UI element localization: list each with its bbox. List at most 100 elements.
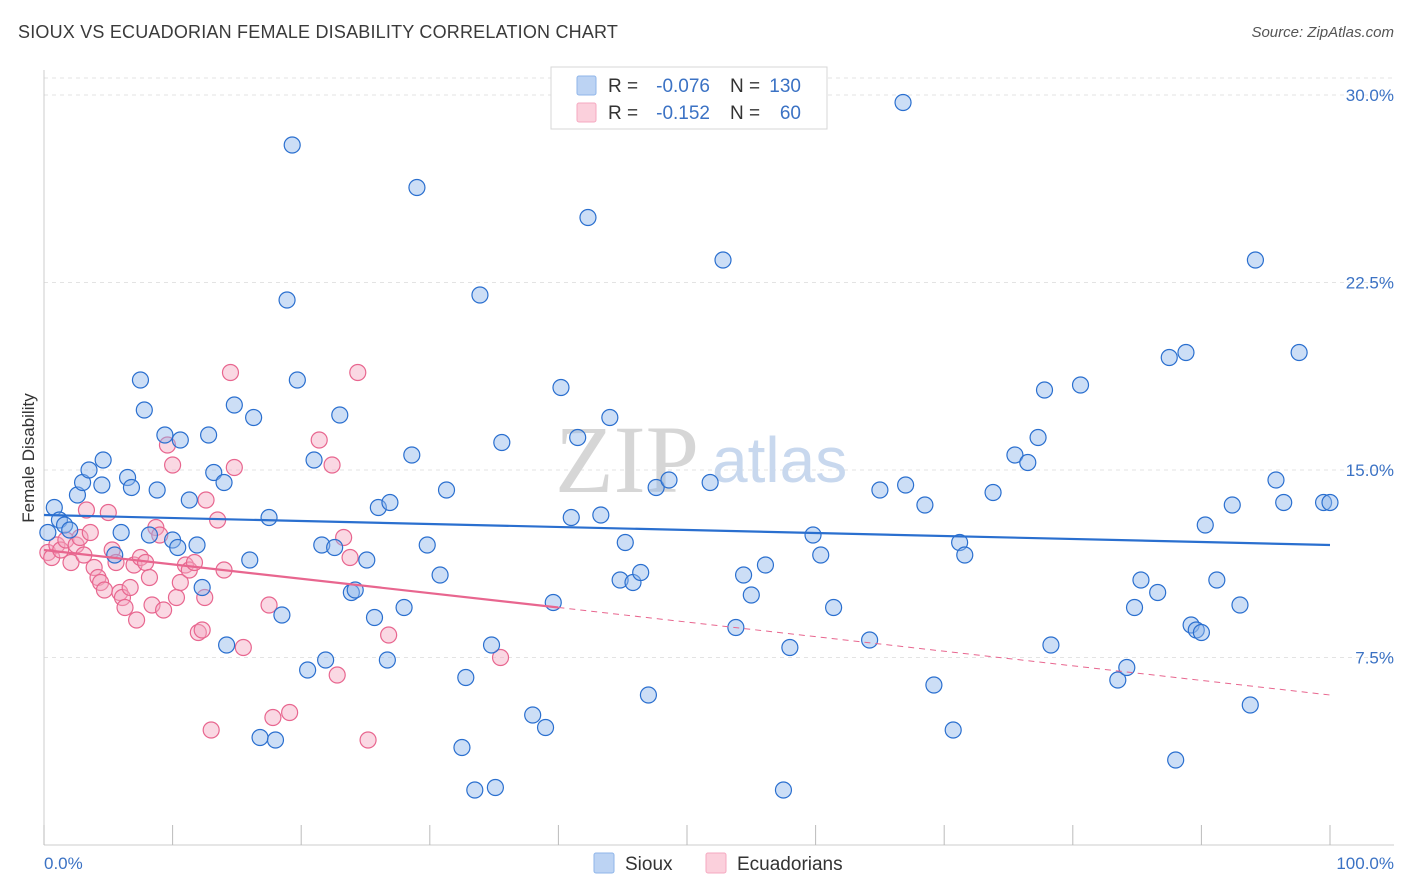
legend-n-label-1: N = — [730, 76, 760, 97]
sioux-point — [395, 598, 413, 617]
y-tick-label: 15.0% — [1346, 461, 1394, 480]
ecuadorian-point — [158, 436, 177, 454]
sioux-point — [1160, 348, 1178, 367]
sioux-point — [169, 538, 187, 557]
sioux-point — [562, 508, 580, 527]
sioux-point — [1241, 696, 1259, 714]
sioux-point — [493, 433, 511, 452]
legend-r-value-2: -0.152 — [656, 103, 710, 124]
chart-title: SIOUX VS ECUADORIAN FEMALE DISABILITY CO… — [18, 22, 619, 42]
ecuadorian-point — [281, 703, 299, 722]
watermark-atlas: atlas — [712, 424, 847, 496]
series-legend: Sioux Ecuadorians — [593, 852, 843, 875]
sioux-point — [245, 408, 263, 427]
y-tick-labels: 7.5% 15.0% 22.5% 30.0% — [1346, 86, 1394, 668]
sioux-point — [861, 631, 879, 649]
sioux-point — [592, 506, 610, 524]
ecuadorian-point — [171, 573, 189, 592]
ecuadorian-point — [154, 601, 173, 619]
sioux-point — [897, 476, 915, 494]
sioux-point — [482, 636, 501, 654]
sioux-point — [601, 408, 619, 427]
sioux-point — [1196, 516, 1214, 534]
bottom-legend-label-sioux: Sioux — [625, 854, 673, 875]
bottom-legend-swatch-ecuadorian — [705, 852, 727, 874]
ecuadorian-point — [491, 648, 510, 667]
ecuadorian-point — [349, 363, 367, 382]
sioux-point — [260, 508, 278, 527]
sioux-point — [437, 481, 456, 499]
sioux-point — [1035, 381, 1054, 399]
legend-swatch-sioux — [576, 75, 597, 96]
sioux-point — [112, 523, 130, 542]
sioux-point — [1267, 471, 1285, 489]
sioux-point — [94, 451, 112, 469]
ecuadorian-point — [202, 721, 220, 739]
sioux-point — [714, 251, 732, 269]
sioux-point — [93, 476, 111, 494]
sioux-point — [140, 526, 159, 544]
sioux-point — [225, 396, 243, 414]
sioux-point — [326, 538, 344, 557]
legend-r-value-1: -0.076 — [656, 76, 710, 97]
sioux-point — [418, 536, 436, 554]
sioux-point — [39, 523, 57, 542]
sioux-point — [916, 496, 934, 514]
sioux-point — [1208, 571, 1226, 589]
sioux-point — [408, 178, 426, 197]
ecuadorian-point — [140, 568, 159, 587]
sioux-point — [106, 546, 124, 564]
sioux-point — [1290, 343, 1308, 362]
sioux-point — [266, 731, 285, 749]
sioux-point — [1149, 583, 1167, 602]
sioux-point — [660, 471, 678, 489]
sioux-point — [200, 426, 218, 444]
sioux-point — [956, 546, 974, 564]
sioux-point — [1167, 751, 1185, 769]
watermark-zip: ZIP — [555, 406, 699, 513]
sioux-point — [616, 533, 634, 552]
sioux-point — [358, 551, 376, 569]
ecuadorian-point — [81, 523, 99, 542]
sioux-point — [193, 578, 211, 597]
sioux-point — [471, 286, 489, 304]
sioux-point — [365, 608, 384, 627]
x-tick-label-min: 0.0% — [44, 854, 83, 873]
sioux-point — [61, 521, 79, 539]
sioux-point — [188, 536, 206, 554]
sioux-point — [378, 651, 396, 669]
sioux-point — [381, 493, 399, 512]
sioux-point — [871, 481, 889, 499]
sioux-point — [171, 431, 189, 449]
ecuadorian-point — [164, 456, 182, 474]
ecuadorian-point — [116, 598, 134, 617]
sioux-point — [180, 491, 198, 509]
sioux-point — [804, 526, 822, 544]
y-tick-label: 22.5% — [1346, 274, 1394, 293]
legend-r-label-1: R = — [608, 76, 638, 97]
sioux-point — [756, 556, 775, 574]
sioux-point — [122, 478, 141, 497]
sioux-point — [218, 636, 236, 654]
sioux-point — [734, 566, 753, 584]
sioux-point — [288, 371, 306, 389]
sioux-point — [278, 291, 296, 309]
sioux-point — [647, 478, 665, 497]
ecuadorian-point — [77, 501, 96, 519]
sioux-point — [1192, 623, 1211, 642]
sioux-point — [453, 738, 471, 757]
axes-layer — [43, 70, 1394, 846]
sioux-point — [486, 778, 504, 797]
ecuadorian-point — [359, 731, 377, 749]
sioux-point — [984, 483, 1002, 502]
sioux-point — [1231, 596, 1249, 614]
sioux-point — [1042, 636, 1060, 654]
sioux-point — [118, 468, 137, 487]
legend-r-label-2: R = — [608, 103, 638, 124]
sioux-point — [781, 638, 799, 657]
ecuadorian-point — [57, 531, 75, 549]
sioux-point — [536, 718, 555, 737]
sioux-points — [39, 93, 1339, 799]
ecuadorian-point — [62, 553, 80, 572]
